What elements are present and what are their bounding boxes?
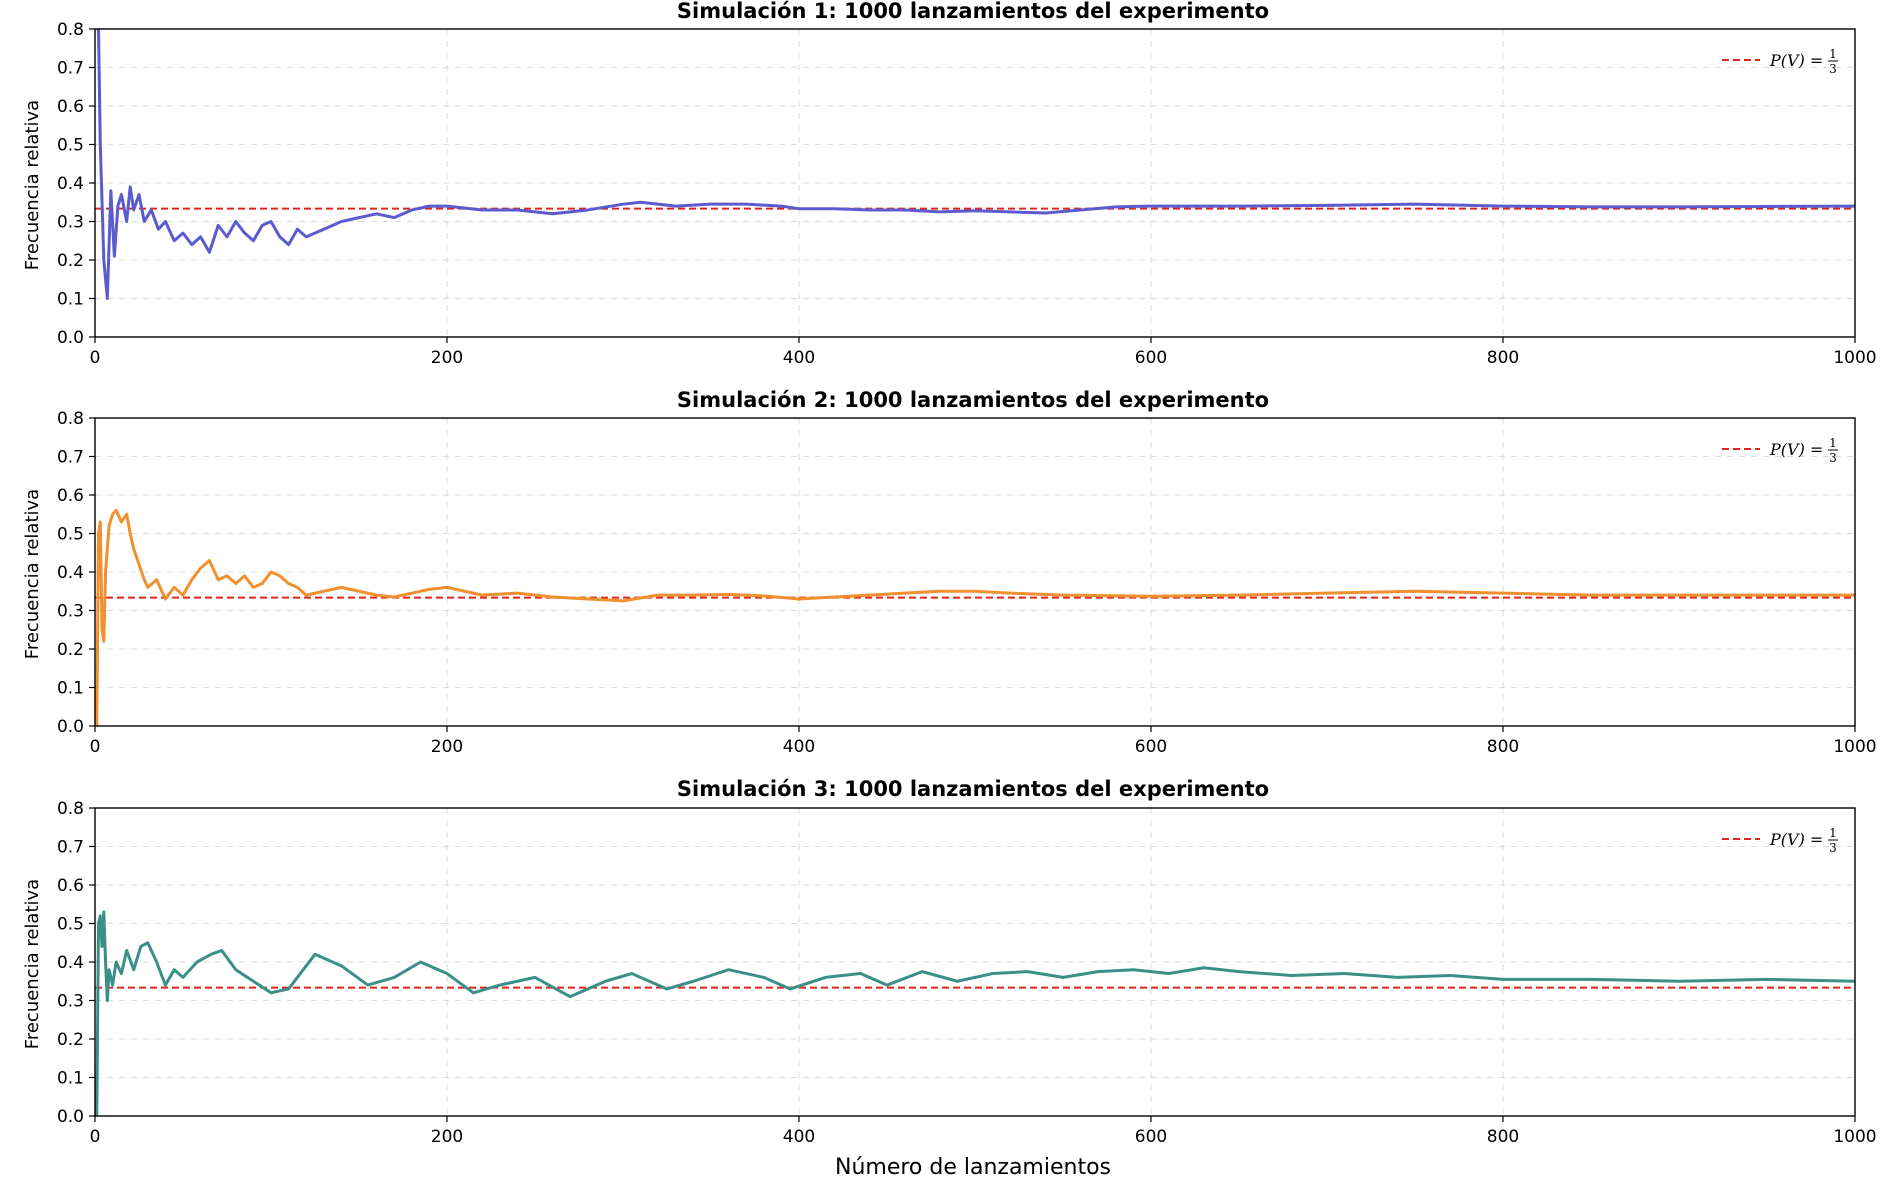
x-tick-label: 200 bbox=[431, 1127, 463, 1147]
y-tick-label: 0.5 bbox=[57, 525, 84, 545]
y-tick-label: 0.2 bbox=[57, 640, 84, 660]
y-tick-label: 0.6 bbox=[57, 97, 84, 117]
series-line bbox=[95, 508, 1855, 726]
y-tick-label: 0.4 bbox=[57, 563, 84, 583]
subplot-2: Simulación 2: 1000 lanzamientos del expe… bbox=[22, 388, 1877, 757]
y-tick-label: 0.0 bbox=[57, 717, 84, 737]
y-tick-label: 0.8 bbox=[57, 799, 84, 819]
y-tick-label: 0.6 bbox=[57, 486, 84, 506]
x-axis-label: Número de lanzamientos bbox=[835, 1155, 1111, 1180]
legend-label: P(V) = bbox=[1769, 51, 1823, 70]
chart-title-1: Simulación 1: 1000 lanzamientos del expe… bbox=[677, 0, 1269, 23]
subplot-3: Simulación 3: 1000 lanzamientos del expe… bbox=[22, 777, 1877, 1147]
y-tick-label: 0.7 bbox=[57, 448, 84, 468]
y-tick-label: 0.8 bbox=[57, 409, 84, 429]
legend-fraction-denominator: 3 bbox=[1829, 451, 1837, 465]
legend-fraction-numerator: 1 bbox=[1829, 47, 1837, 61]
x-tick-label: 400 bbox=[783, 737, 815, 757]
legend-label: P(V) = bbox=[1769, 440, 1823, 459]
x-tick-label: 800 bbox=[1487, 1127, 1519, 1147]
y-tick-label: 0.1 bbox=[57, 1069, 84, 1089]
y-tick-label: 0.1 bbox=[57, 679, 84, 699]
y-tick-label: 0.5 bbox=[57, 915, 84, 935]
y-tick-label: 0.6 bbox=[57, 876, 84, 896]
y-tick-label: 0.3 bbox=[57, 992, 84, 1012]
y-tick-label: 0.7 bbox=[57, 59, 84, 79]
x-tick-label: 800 bbox=[1487, 348, 1519, 368]
y-tick-label: 0.0 bbox=[57, 328, 84, 348]
legend-fraction-denominator: 3 bbox=[1829, 62, 1837, 76]
x-tick-label: 600 bbox=[1135, 348, 1167, 368]
y-axis-label-3: Frecuencia relativa bbox=[22, 879, 43, 1049]
y-tick-label: 0.5 bbox=[57, 136, 84, 156]
x-tick-label: 0 bbox=[90, 1127, 101, 1147]
x-tick-label: 200 bbox=[431, 348, 463, 368]
x-tick-label: 200 bbox=[431, 737, 463, 757]
x-tick-label: 0 bbox=[90, 737, 101, 757]
y-tick-label: 0.0 bbox=[57, 1107, 84, 1127]
y-tick-label: 0.4 bbox=[57, 174, 84, 194]
y-axis-label-1: Frecuencia relativa bbox=[22, 100, 43, 270]
x-tick-label: 0 bbox=[90, 348, 101, 368]
legend-fraction-numerator: 1 bbox=[1829, 826, 1837, 840]
series-line bbox=[95, 910, 1855, 1116]
legend-fraction-denominator: 3 bbox=[1829, 841, 1837, 855]
x-tick-label: 400 bbox=[783, 1127, 815, 1147]
legend-fraction-numerator: 1 bbox=[1829, 436, 1837, 450]
x-tick-label: 800 bbox=[1487, 737, 1519, 757]
chart-title-3: Simulación 3: 1000 lanzamientos del expe… bbox=[677, 777, 1269, 801]
y-tick-label: 0.1 bbox=[57, 290, 84, 310]
y-tick-label: 0.7 bbox=[57, 838, 84, 858]
subplot-1: Simulación 1: 1000 lanzamientos del expe… bbox=[22, 0, 1877, 368]
x-tick-label: 600 bbox=[1135, 737, 1167, 757]
y-tick-label: 0.2 bbox=[57, 251, 84, 271]
y-tick-label: 0.3 bbox=[57, 213, 84, 233]
series-line bbox=[96, 29, 1855, 300]
x-tick-label: 1000 bbox=[1833, 737, 1876, 757]
y-tick-label: 0.4 bbox=[57, 953, 84, 973]
x-tick-label: 1000 bbox=[1833, 348, 1876, 368]
chart-title-2: Simulación 2: 1000 lanzamientos del expe… bbox=[677, 388, 1269, 412]
y-axis-label-2: Frecuencia relativa bbox=[22, 489, 43, 659]
x-tick-label: 1000 bbox=[1833, 1127, 1876, 1147]
y-tick-label: 0.3 bbox=[57, 602, 84, 622]
y-tick-label: 0.2 bbox=[57, 1030, 84, 1050]
x-tick-label: 600 bbox=[1135, 1127, 1167, 1147]
x-tick-label: 400 bbox=[783, 348, 815, 368]
legend-label: P(V) = bbox=[1769, 830, 1823, 849]
y-tick-label: 0.8 bbox=[57, 20, 84, 40]
